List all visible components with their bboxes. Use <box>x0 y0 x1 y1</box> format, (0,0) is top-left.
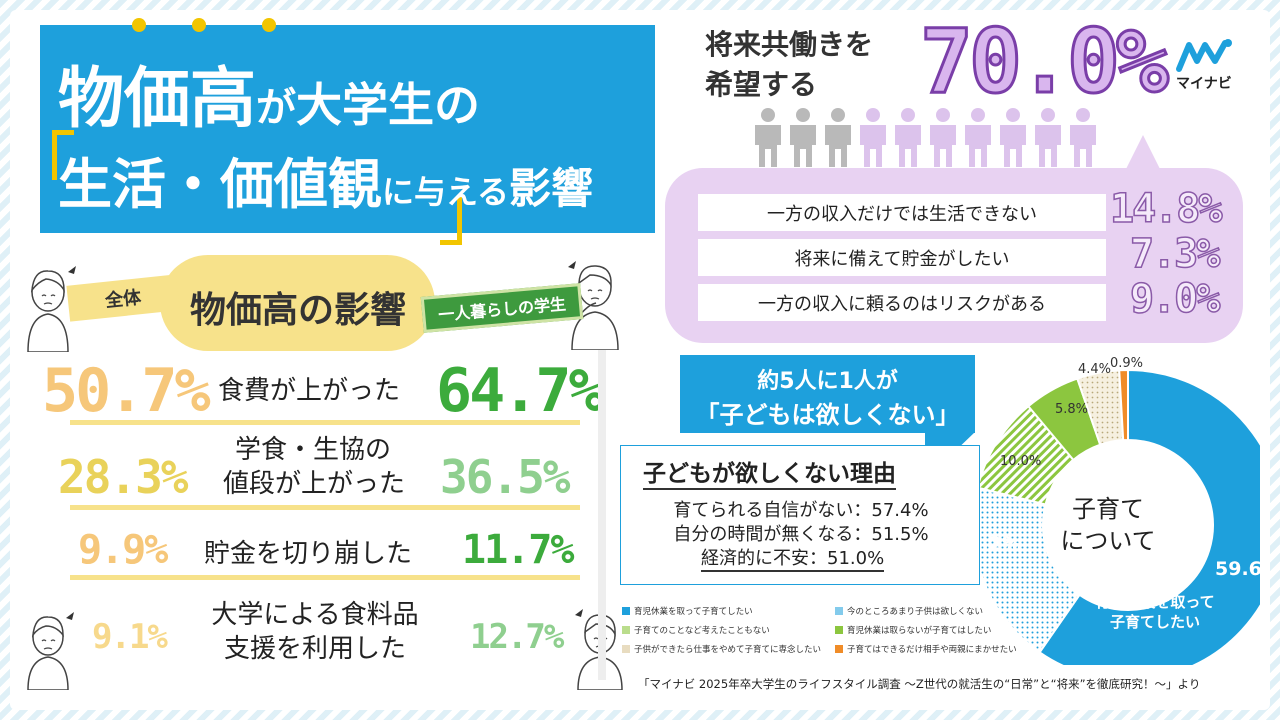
decor-dot <box>192 18 206 32</box>
row1-all-pct: 50.7% <box>42 356 211 426</box>
no-children-reason-1: 育てられる自信がない：57.4% <box>673 500 929 521</box>
row2-solo-pct: 36.5% <box>440 450 570 504</box>
reason-pct-1: 14.8% <box>1109 185 1223 233</box>
row-divider <box>70 505 580 510</box>
no-children-reason-2: 自分の時間が無くなる：51.5% <box>673 524 929 545</box>
worried-person-icon <box>27 266 76 352</box>
title-line-1: 物価高が大学生の <box>58 45 480 141</box>
title-word-student: 大学生の <box>296 78 480 132</box>
row1-solo-pct: 64.7% <box>436 356 605 426</box>
row-divider <box>70 420 580 425</box>
impact-header-pill: 物価高の影響 <box>160 255 435 351</box>
bracket-right <box>440 195 462 245</box>
thinking-person-icon <box>568 261 619 350</box>
worried-person-icon-2 <box>27 612 74 690</box>
callout-line-1: 約5人に1人が <box>757 369 898 394</box>
decor-dot <box>262 18 276 32</box>
children-callout: 約5人に1人が 「子どもは欲しくない」 <box>680 355 975 433</box>
dual-income-text-2: 希望する <box>705 68 818 101</box>
legend-label: 子育てはできるだけ相手や両親にまかせたい <box>847 645 1017 655</box>
speech-pointer <box>1125 135 1161 171</box>
row1-label: 食費が上がった <box>218 376 401 406</box>
donut-slice-label: 5.8% <box>1055 402 1088 417</box>
legend-label: 子育てのことなど考えたこともない <box>634 626 770 636</box>
reason-pct-2: 7.3% <box>1129 230 1221 278</box>
mynavi-logo-icon <box>1176 39 1232 72</box>
title-banner: 物価高が大学生の 生活・価値観に与える影響 <box>40 18 655 245</box>
legend-item: 育児休業は取らないが子育てはしたい <box>835 624 991 636</box>
dual-income-text-1: 将来共働きを <box>705 28 874 61</box>
row2-label-2: 値段が上がった <box>222 469 405 499</box>
childcare-donut-chart: 59.6%19.2%10.0%5.8%4.4%0.9%子育てについて育児休業を取… <box>960 356 1260 665</box>
row2-all-pct: 28.3% <box>58 450 188 504</box>
donut-slice-label: 59.6% <box>1215 558 1260 580</box>
decor-dot <box>132 18 146 32</box>
donut-slice-label: 0.9% <box>1110 356 1143 371</box>
row3-label: 貯金を切り崩した <box>204 539 413 569</box>
no-children-reasons-title: 子どもが欲しくない理由 <box>643 454 896 490</box>
title-particle: が <box>256 85 296 131</box>
reason-bar-2: 将来に備えて貯金がしたい <box>698 239 1106 276</box>
row2-label-1: 学食・生協の <box>234 435 391 465</box>
person-figure-icon <box>1000 108 1026 167</box>
legend-item: 今のところあまり子供は欲しくない <box>835 605 983 617</box>
section-divider <box>598 350 606 680</box>
person-figure-icon <box>825 108 851 167</box>
person-figure-icon <box>860 108 886 167</box>
person-figure-icon <box>755 108 781 167</box>
title-word-life: 生活・価値観 <box>58 153 382 216</box>
row3-all-pct: 9.9% <box>78 527 168 573</box>
row4-solo-pct: 12.7% <box>470 617 564 657</box>
donut-center-text: について <box>1060 527 1155 555</box>
person-figure-icon <box>1035 108 1061 167</box>
row4-label-2: 支援を利用した <box>223 634 406 664</box>
legend-item: 子育てはできるだけ相手や両親にまかせたい <box>835 643 1017 655</box>
legend-item: 育児休業を取って子育てしたい <box>622 605 753 617</box>
reason-pct-3: 9.0% <box>1129 275 1221 323</box>
bracket-left <box>52 130 74 180</box>
person-figure-icon <box>930 108 956 167</box>
legend-item: 子育てのことなど考えたこともない <box>622 624 770 636</box>
dual-income-text: 将来共働きを 希望する <box>705 25 873 105</box>
callout-line-2: 「子どもは欲しくない」 <box>695 401 960 429</box>
legend-label: 今のところあまり子供は欲しくない <box>847 607 984 617</box>
person-figure-icon <box>790 108 816 167</box>
main-slice-description: 育児休業を取って <box>1095 593 1214 611</box>
legend-label: 子供ができたら仕事をやめて子育てに専念したい <box>634 645 822 655</box>
donut-slice <box>1118 368 1129 442</box>
person-figure-icon <box>1070 108 1096 167</box>
row4-all-pct: 9.1% <box>92 617 168 657</box>
no-children-reasons-panel: 子どもが欲しくない理由 育てられる自信がない：57.4% 自分の時間が無くなる：… <box>620 445 980 585</box>
title-word-bukka: 物価高 <box>58 60 256 137</box>
donut-slice-label: 4.4% <box>1078 362 1111 377</box>
title-word-impact: 影響 <box>509 164 594 213</box>
legend-item: 子供ができたら仕事をやめて子育てに専念したい <box>622 643 821 655</box>
source-citation: 「マイナビ 2025年卒大学生のライフスタイル調査 ～Z世代の就活生の“日常”と… <box>638 677 1201 691</box>
people-figures <box>755 108 1096 167</box>
impact-header: 物価高の影響 <box>190 290 407 331</box>
dual-income-pct: 70.0% <box>919 9 1171 115</box>
no-children-reason-3: 経済的に不安：51.0% <box>701 544 885 572</box>
reason-bar-1: 一方の収入だけでは生活できない <box>698 194 1106 231</box>
donut-slice-label: 10.0% <box>1000 454 1041 469</box>
person-figure-icon <box>965 108 991 167</box>
row-divider <box>70 575 580 580</box>
reason-bar-3: 一方の収入に頼るのはリスクがある <box>698 284 1106 321</box>
legend-label: 育児休業は取らないが子育てはしたい <box>847 626 992 636</box>
row4-label-1: 大学による食料品 <box>211 600 419 630</box>
donut-legend: 育児休業を取って子育てしたい 今のところあまり子供は欲しくない 子育てのことなど… <box>620 600 1040 660</box>
title-particle-2: に与える <box>382 173 510 211</box>
person-figure-icon <box>895 108 921 167</box>
donut-center-text: 子育て <box>1072 495 1144 523</box>
main-slice-description: 子育てしたい <box>1110 613 1200 631</box>
donut-slice <box>1038 368 1260 665</box>
row3-solo-pct: 11.7% <box>462 527 574 573</box>
title-line-2: 生活・価値観に与える影響 <box>58 140 593 219</box>
legend-label: 育児休業を取って子育てしたい <box>634 607 753 617</box>
logo-text: マイナビ <box>1176 76 1232 92</box>
